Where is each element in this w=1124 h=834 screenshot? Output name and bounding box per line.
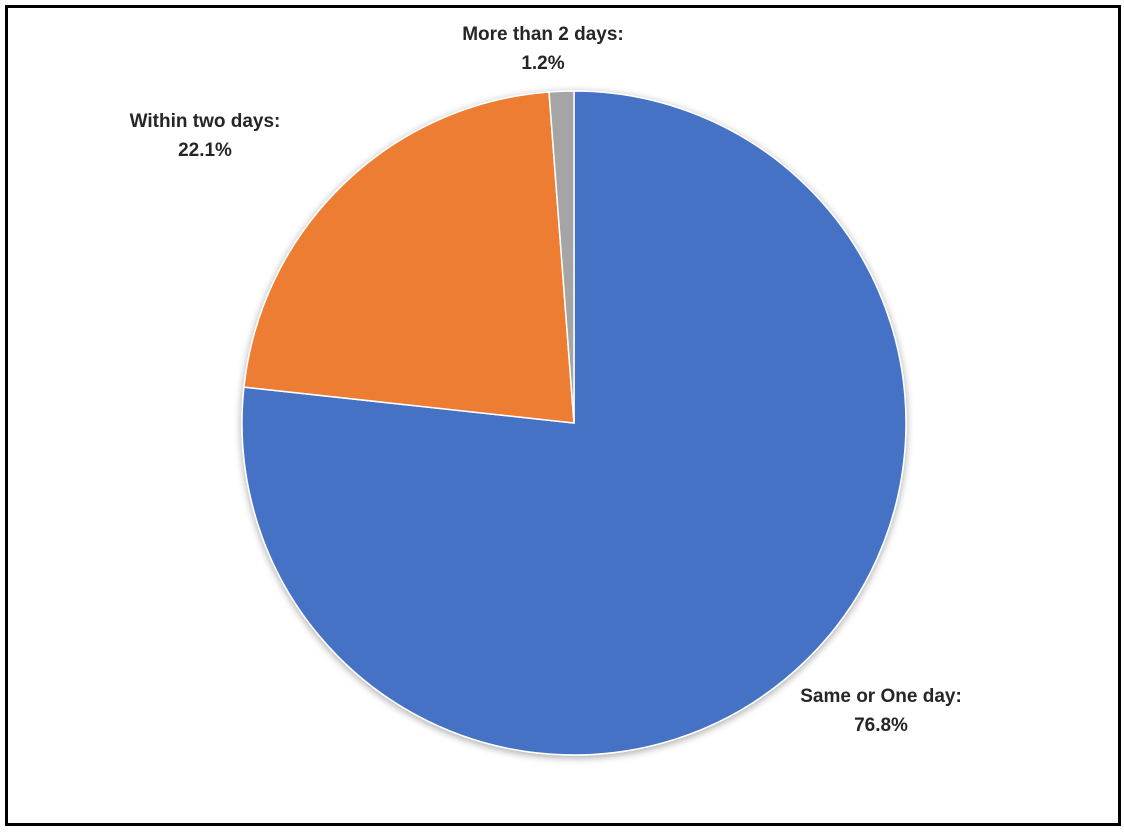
data-label-more-than-2-days: More than 2 days: 1.2% [462,20,624,78]
pie-chart [241,90,907,756]
slice-value-label: 1.2% [521,53,565,74]
slice-name-label: More than 2 days: [462,24,624,45]
pie-slice-more-than-2-days [548,90,575,424]
chart-frame: Same or One day: 76.8% Within two days: … [5,5,1121,826]
data-label-same-or-one-day: Same or One day: 76.8% [800,682,962,740]
slice-value-label: 76.8% [854,715,908,736]
slice-name-label: Within two days: [129,111,281,132]
pie-slice-within-two-days [243,91,575,424]
slice-value-label: 22.1% [178,140,232,161]
slice-name-label: Same or One day: [800,686,962,707]
pie-slices [241,90,907,756]
data-label-within-two-days: Within two days: 22.1% [130,107,281,165]
